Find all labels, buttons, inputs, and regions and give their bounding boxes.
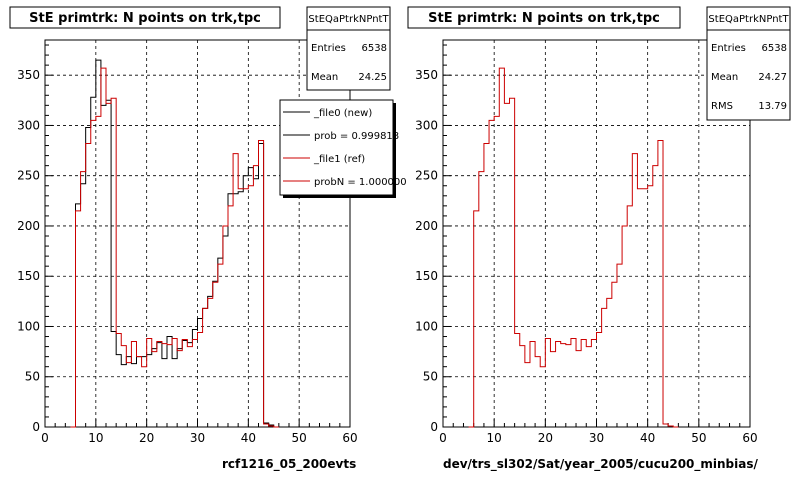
x-tick-label: 40 (640, 431, 655, 445)
chart-title: StE primtrk: N points on trk,tpc (29, 11, 261, 26)
x-tick-label: 60 (342, 431, 357, 445)
x-tick-label: 10 (487, 431, 502, 445)
stats-name: StEQaPtrkNPntT (708, 14, 789, 25)
legend-entry: prob = 0.999818 (314, 131, 399, 142)
y-tick-label: 200 (415, 219, 438, 233)
x-tick-label: 30 (589, 431, 604, 445)
y-tick-label: 150 (415, 269, 438, 283)
y-tick-label: 50 (423, 370, 438, 384)
y-tick-label: 250 (415, 169, 438, 183)
histogram-series-1 (70, 59, 279, 428)
legend-entry: probN = 1.000000 (314, 177, 407, 188)
histogram-series-1 (468, 67, 679, 428)
x-tick-label: 50 (691, 431, 706, 445)
x-tick-label: 60 (742, 431, 757, 445)
y-tick-label: 250 (17, 169, 40, 183)
footer-label: rcf1216_05_200evts (222, 457, 356, 472)
y-tick-label: 100 (415, 319, 438, 333)
x-tick-label: 30 (190, 431, 205, 445)
y-tick-label: 0 (430, 420, 438, 434)
stats-value-mean: 24.25 (358, 72, 387, 83)
histogram-panel-1: 0 10 20 30 40 50 60 0 50 100 150 200 250 300 350 StE pr… (9, 6, 407, 472)
x-tick-label: 0 (439, 431, 447, 445)
stats-box (706, 6, 791, 121)
stats-label-entries: Entries (711, 43, 746, 54)
stats-value-entries: 6538 (362, 43, 387, 54)
x-tick-label: 20 (139, 431, 154, 445)
legend-entry: _file0 (new) (313, 108, 372, 119)
x-tick-label: 50 (292, 431, 307, 445)
stats-label-mean: Mean (311, 72, 338, 83)
stats-value-rms: 13.79 (758, 101, 787, 112)
stats-value-entries: 6538 (762, 43, 787, 54)
x-tick-label: 0 (41, 431, 49, 445)
y-tick-label: 50 (25, 370, 40, 384)
stats-label-mean: Mean (711, 72, 738, 83)
x-tick-label: 20 (538, 431, 553, 445)
y-tick-label: 300 (415, 118, 438, 132)
stats-value-mean: 24.27 (758, 72, 787, 83)
chart-title: StE primtrk: N points on trk,tpc (428, 11, 660, 26)
y-tick-label: 200 (17, 219, 40, 233)
y-tick-label: 0 (32, 420, 40, 434)
y-tick-label: 300 (17, 118, 40, 132)
stats-label-entries: Entries (311, 43, 346, 54)
y-tick-label: 350 (17, 68, 40, 82)
title-box (407, 6, 681, 29)
y-tick-label: 100 (17, 319, 40, 333)
x-tick-label: 10 (88, 431, 103, 445)
stats-box (306, 6, 391, 91)
y-tick-label: 150 (17, 269, 40, 283)
stats-name: StEQaPtrkNPntT (308, 14, 389, 25)
x-tick-label: 40 (241, 431, 256, 445)
title-box (9, 6, 281, 29)
y-tick-label: 350 (415, 68, 438, 82)
histogram-panel-2: 0 10 20 30 40 50 60 0 50 100 150 200 250 300 350 StE pr… (407, 6, 791, 472)
legend-box (279, 99, 394, 196)
histogram-series-2 (70, 67, 279, 428)
stats-label-rms: RMS (711, 101, 733, 112)
footer-label: dev/trs_sl302/Sat/year_2005/cucu200_minb… (443, 457, 759, 472)
legend-entry: _file1 (ref) (313, 154, 365, 165)
